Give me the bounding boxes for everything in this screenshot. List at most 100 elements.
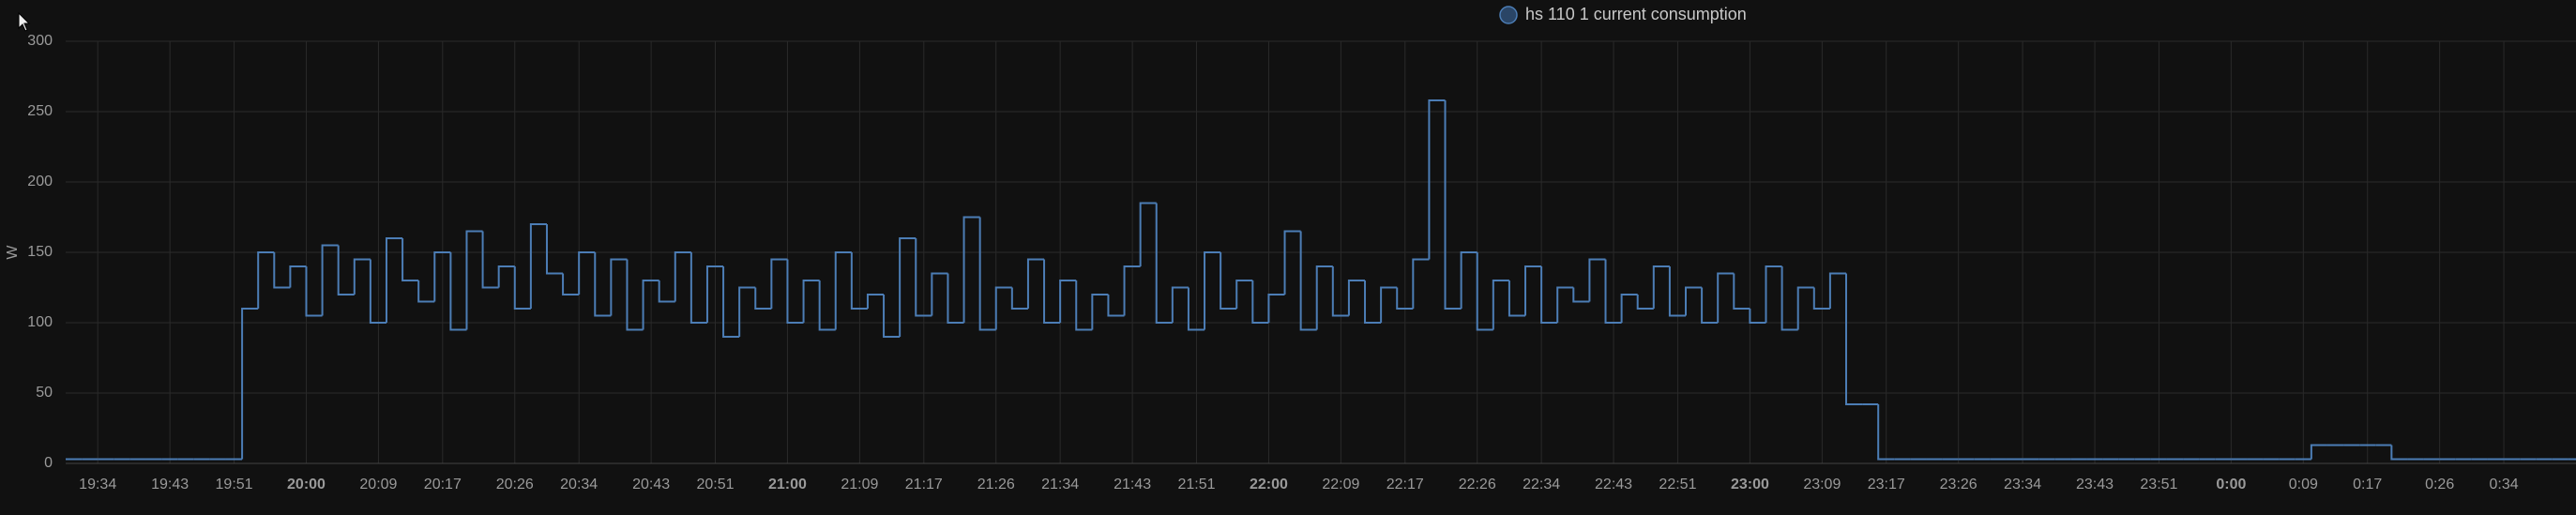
step-segment bbox=[1204, 251, 1221, 330]
x-tick-label: 20:34 bbox=[560, 477, 598, 492]
x-tick-label: 21:51 bbox=[1177, 477, 1215, 492]
step-segment bbox=[1652, 265, 1670, 309]
step-segment bbox=[594, 252, 612, 317]
x-tick-label: 22:43 bbox=[1595, 477, 1632, 492]
step-segment bbox=[1733, 273, 1750, 310]
step-segment bbox=[1460, 251, 1477, 309]
x-tick-label: 23:34 bbox=[2004, 477, 2041, 492]
step-segment bbox=[1380, 286, 1398, 323]
x-tick-label: 19:51 bbox=[216, 477, 253, 492]
step-segment bbox=[642, 280, 659, 330]
x-tick-label: 21:43 bbox=[1114, 477, 1151, 492]
step-segment bbox=[978, 217, 996, 331]
step-segment bbox=[1428, 99, 1446, 260]
step-segment bbox=[1412, 258, 1430, 309]
step-segment bbox=[1155, 203, 1173, 324]
step-segment bbox=[2310, 444, 2327, 460]
step-segment bbox=[1299, 231, 1317, 331]
step-segment bbox=[626, 259, 644, 331]
x-tick-label: 20:26 bbox=[496, 477, 534, 492]
x-tick-label: 0:34 bbox=[2489, 477, 2518, 492]
step-segment bbox=[529, 223, 547, 309]
step-segment bbox=[385, 237, 403, 323]
step-segment bbox=[658, 280, 675, 303]
step-segment bbox=[931, 272, 948, 316]
x-tick-label: 23:17 bbox=[1868, 477, 1905, 492]
step-segment bbox=[1685, 286, 1703, 316]
legend-marker[interactable] bbox=[1499, 6, 1518, 24]
step-segment bbox=[722, 266, 740, 338]
step-segment bbox=[947, 273, 964, 324]
step-segment bbox=[1572, 287, 1590, 303]
step-segment bbox=[1844, 273, 1863, 405]
step-segment bbox=[1717, 272, 1735, 323]
x-tick-label: 21:09 bbox=[841, 477, 878, 492]
x-tick-label: 20:00 bbox=[287, 477, 326, 492]
step-segment bbox=[1171, 286, 1189, 323]
x-tick-label: 21:34 bbox=[1041, 477, 1079, 492]
x-tick-label: 23:26 bbox=[1940, 477, 1977, 492]
step-segment bbox=[1444, 100, 1462, 310]
x-tick-label: 19:43 bbox=[151, 477, 189, 492]
step-segment bbox=[1588, 258, 1606, 302]
step-segment bbox=[1123, 265, 1141, 316]
step-segment bbox=[1283, 230, 1301, 295]
x-tick-label: 23:43 bbox=[2076, 477, 2114, 492]
step-segment bbox=[289, 265, 307, 288]
step-segment bbox=[1347, 280, 1366, 316]
step-segment bbox=[818, 280, 836, 331]
step-segment bbox=[578, 251, 596, 295]
step-segment bbox=[1540, 266, 1558, 324]
step-segment bbox=[1396, 287, 1414, 310]
y-tick-label: 50 bbox=[36, 385, 53, 401]
x-tick-label: 22:17 bbox=[1386, 477, 1424, 492]
step-segment bbox=[1765, 265, 1782, 323]
x-tick-label: 23:00 bbox=[1731, 477, 1769, 492]
step-segment bbox=[433, 251, 451, 302]
x-tick-label: 20:51 bbox=[696, 477, 734, 492]
step-segment bbox=[915, 238, 932, 317]
step-segment bbox=[1556, 286, 1574, 323]
step-segment bbox=[1075, 280, 1093, 331]
x-tick-label: 21:00 bbox=[768, 477, 807, 492]
step-segment bbox=[866, 294, 885, 309]
step-segment bbox=[1251, 280, 1269, 324]
x-tick-label: 22:09 bbox=[1322, 477, 1359, 492]
y-tick-label: 250 bbox=[27, 103, 53, 119]
step-segment bbox=[1315, 265, 1333, 330]
step-segment bbox=[1091, 294, 1109, 330]
x-tick-label: 22:26 bbox=[1459, 477, 1496, 492]
step-segment bbox=[1604, 259, 1622, 324]
x-tick-label: 0:09 bbox=[2289, 477, 2318, 492]
step-segment bbox=[1331, 266, 1349, 317]
step-segment bbox=[1220, 252, 1237, 310]
x-tick-label: 0:00 bbox=[2216, 477, 2246, 492]
step-segment bbox=[738, 286, 756, 337]
step-segment bbox=[562, 273, 580, 295]
step-segment bbox=[513, 266, 531, 310]
step-segment bbox=[1877, 404, 1895, 461]
step-segment bbox=[449, 252, 467, 331]
x-tick-label: 23:51 bbox=[2140, 477, 2177, 492]
step-segment bbox=[899, 237, 917, 337]
step-segment bbox=[353, 258, 371, 295]
y-tick-label: 100 bbox=[27, 314, 53, 330]
step-segment bbox=[1139, 202, 1157, 266]
x-tick-label: 21:17 bbox=[905, 477, 943, 492]
step-segment bbox=[1668, 266, 1686, 317]
step-segment bbox=[1043, 259, 1061, 324]
step-segment bbox=[1107, 295, 1125, 317]
x-tick-label: 22:34 bbox=[1523, 477, 1560, 492]
step-segment bbox=[273, 252, 291, 289]
step-segment bbox=[465, 230, 483, 330]
step-segment bbox=[402, 238, 419, 281]
step-segment bbox=[1010, 287, 1028, 310]
step-segment bbox=[369, 259, 386, 324]
legend-label[interactable]: hs 110 1 current consumption bbox=[1525, 5, 1747, 23]
step-segment bbox=[1267, 294, 1285, 323]
step-segment bbox=[770, 258, 788, 309]
step-segment bbox=[1524, 265, 1542, 316]
mouse-cursor bbox=[18, 11, 31, 32]
